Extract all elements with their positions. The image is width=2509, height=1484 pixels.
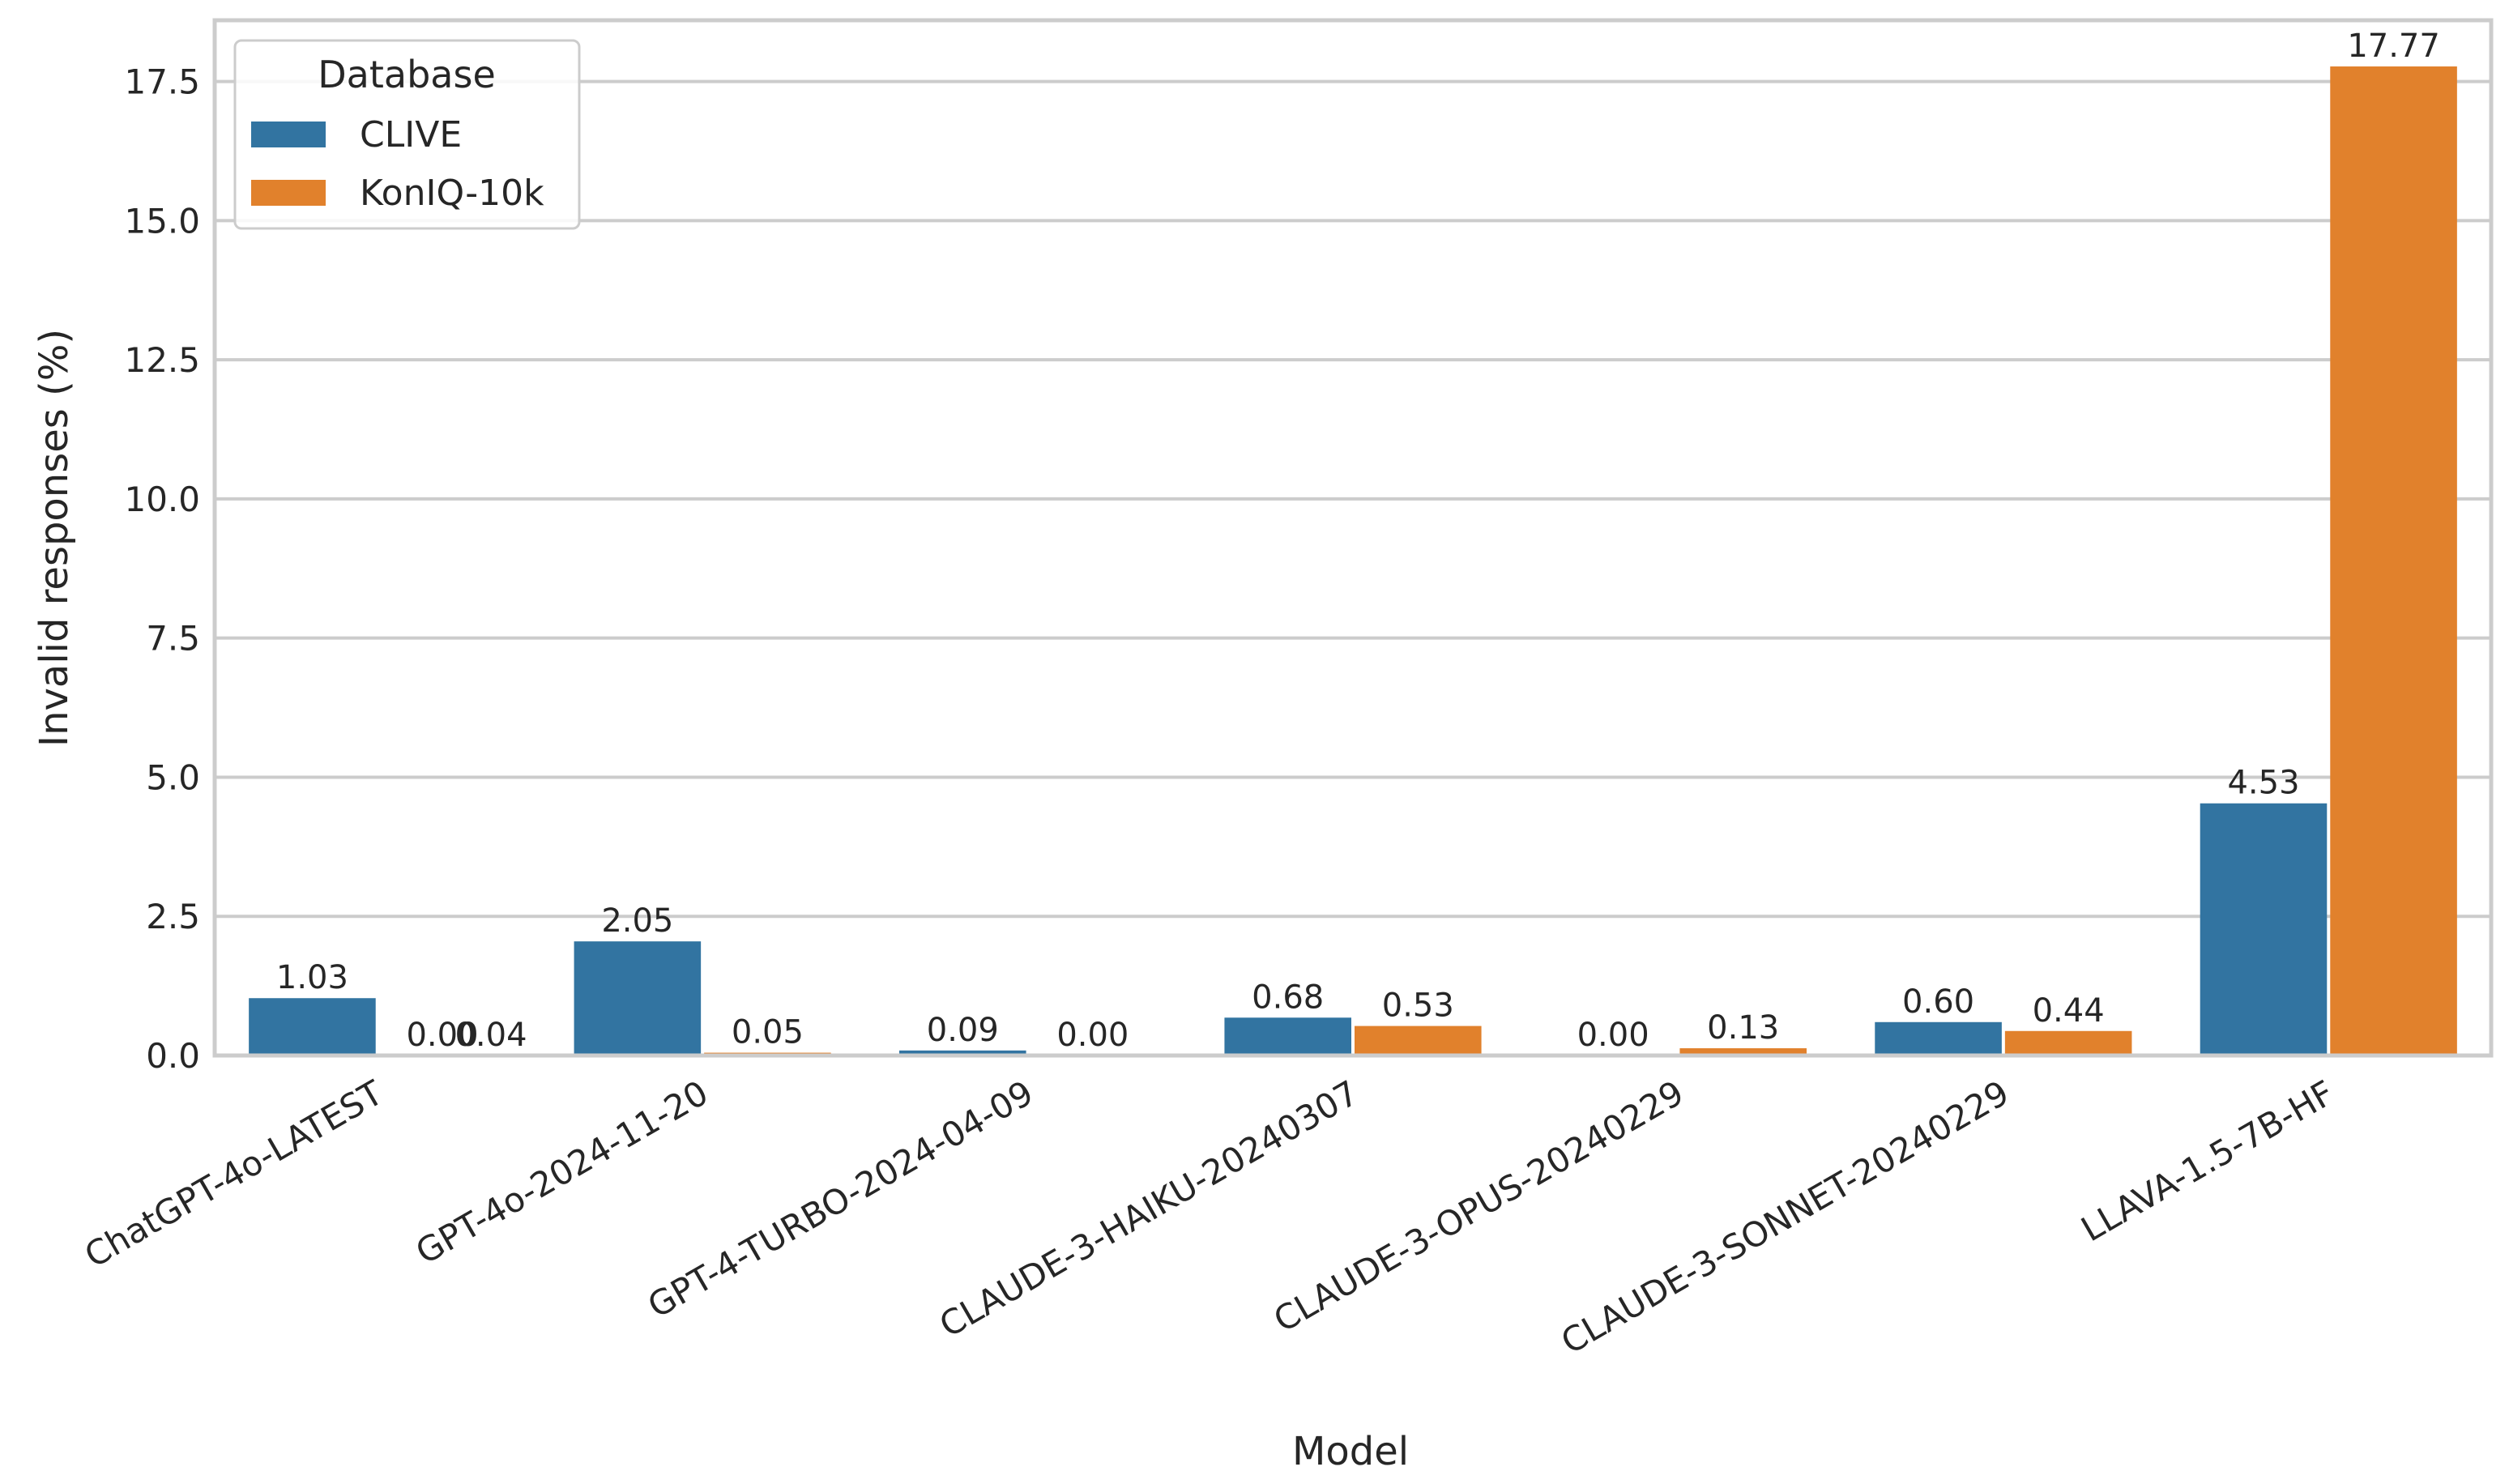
bar-value-label: 0.09: [927, 1012, 999, 1049]
bar-value-label: 0.68: [1252, 979, 1324, 1016]
bar-value-label: 0.60: [1902, 983, 1974, 1021]
y-tick-label: 10.0: [124, 480, 200, 519]
y-tick-label: 7.5: [146, 619, 200, 659]
x-tick-label: LLAVA-1.5-7B-HF: [2075, 1072, 2341, 1249]
bar-clive-5: [1875, 1021, 2002, 1055]
bar-koniq-4: [1679, 1048, 1807, 1055]
bar-value-label: 0.44: [2033, 992, 2105, 1030]
bar-value-label: 1.03: [276, 959, 348, 996]
bar-koniq-6: [2330, 66, 2457, 1055]
y-tick-label: 5.0: [146, 757, 200, 797]
bar-value-label: 0.00: [1577, 1017, 1649, 1054]
bar-value-label-extra: 0.04: [454, 1017, 527, 1054]
bar-clive-3: [1224, 1017, 1351, 1055]
bar-clive-1: [574, 941, 702, 1055]
bar-value-label: 4.53: [2227, 765, 2299, 802]
x-axis-label: Model: [1292, 1429, 1409, 1474]
bar-value-label: 0.05: [732, 1014, 804, 1051]
plot-frame: [212, 18, 2494, 1058]
x-tick-label: ChatGPT-4o-LATEST: [78, 1072, 390, 1275]
legend-label-clive: CLIVE: [360, 114, 462, 156]
y-tick-label: 17.5: [124, 62, 200, 102]
x-tick-labels: ChatGPT-4o-LATEST GPT-4o-2024-11-20GPT-4-…: [78, 1072, 2340, 1362]
y-tick-label: 0.0: [146, 1036, 200, 1076]
bar-value-label: 17.77: [2347, 28, 2440, 65]
legend-swatch-koniq: [251, 180, 326, 206]
bar-value-label: 0.00: [406, 1017, 478, 1054]
y-tick-label: 12.5: [124, 340, 200, 380]
x-tick-label: GPT-4o-2024-11-20: [409, 1072, 715, 1272]
bar-value-labels: 1.03 0.00 2.05 0.05 0.09 0.00 0.68 0.53 0.00 0.13…: [276, 28, 2440, 1054]
y-tick-labels: 0.0 2.5 5.0 7.5 10.0 12.5 15.0 17.5: [124, 62, 200, 1076]
bar-clive-0: [249, 998, 376, 1055]
legend: Database CLIVE KonIQ-10k: [233, 39, 581, 230]
bar-koniq-5: [2004, 1030, 2132, 1055]
bar-value-label: 0.00: [1056, 1017, 1129, 1054]
bar-value-label: 0.13: [1707, 1009, 1779, 1047]
bar-clive-2: [899, 1050, 1026, 1055]
legend-swatch-clive: [251, 122, 326, 147]
legend-label-koniq: KonIQ-10k: [360, 173, 544, 214]
y-axis-label: Invalid responses (%): [32, 329, 77, 747]
bar-clive-6: [2200, 803, 2328, 1055]
y-tick-label: 2.5: [146, 897, 200, 936]
grid-lines: [215, 79, 2491, 1057]
y-tick-label: 15.0: [124, 201, 200, 241]
bar-koniq-3: [1355, 1026, 1482, 1055]
legend-title: Database: [318, 53, 496, 96]
bar-value-label: 0.53: [1382, 987, 1454, 1025]
bar-value-label: 2.05: [601, 902, 673, 940]
bars: [249, 66, 2457, 1055]
